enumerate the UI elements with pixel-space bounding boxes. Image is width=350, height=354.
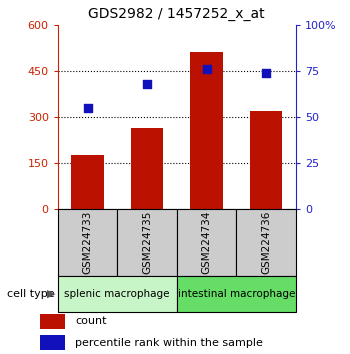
- Text: GSM224734: GSM224734: [202, 211, 211, 274]
- Bar: [58, 276, 177, 312]
- Text: intestinal macrophage: intestinal macrophage: [177, 289, 295, 299]
- Point: [204, 66, 209, 72]
- Text: splenic macrophage: splenic macrophage: [64, 289, 170, 299]
- Bar: [117, 209, 177, 276]
- Bar: [177, 209, 236, 276]
- Point: [263, 70, 269, 75]
- Bar: [250, 111, 282, 209]
- Text: count: count: [75, 316, 106, 326]
- Text: GSM224733: GSM224733: [83, 211, 92, 274]
- Text: GSM224735: GSM224735: [142, 211, 152, 274]
- Bar: [236, 209, 296, 276]
- Title: GDS2982 / 1457252_x_at: GDS2982 / 1457252_x_at: [89, 7, 265, 21]
- Bar: [71, 155, 104, 209]
- Point: [85, 105, 90, 110]
- Bar: [131, 127, 163, 209]
- Text: GSM224736: GSM224736: [261, 211, 271, 274]
- Text: percentile rank within the sample: percentile rank within the sample: [75, 337, 263, 348]
- Text: cell type: cell type: [7, 289, 55, 299]
- Bar: [177, 276, 296, 312]
- Text: ▶: ▶: [47, 289, 56, 299]
- Bar: [58, 209, 117, 276]
- Bar: [40, 314, 65, 329]
- Point: [144, 81, 150, 86]
- Bar: [190, 52, 223, 209]
- Bar: [40, 335, 65, 350]
